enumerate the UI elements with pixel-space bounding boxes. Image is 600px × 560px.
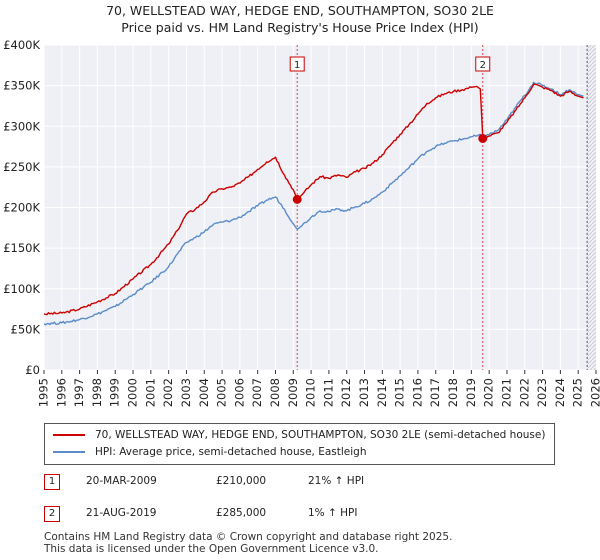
legend: 70, WELLSTEAD WAY, HEDGE END, SOUTHAMPTO…: [44, 423, 555, 465]
x-tick-label: 2024: [553, 378, 567, 407]
y-tick-label: £0: [25, 363, 40, 377]
sale-hpi-diff: 1% ↑ HPI: [308, 507, 358, 519]
x-tick-label: 2014: [375, 378, 389, 407]
price-chart: 1 2 £0 £50K £100K £150K £200K £250K £300K £350K £4…: [3, 38, 600, 407]
sale-hpi-diff: 21% ↑ HPI: [308, 475, 365, 487]
sale-badge-label: 1: [294, 60, 300, 71]
x-tick-label: 1995: [37, 378, 51, 407]
x-tick-label: 2009: [286, 378, 300, 407]
x-tick-label: 2023: [535, 378, 549, 407]
x-tick-label: 2001: [143, 378, 157, 407]
x-tick-label: 2013: [357, 378, 371, 407]
y-tick-label: £100K: [3, 282, 40, 296]
x-tick-label: 2003: [179, 378, 193, 407]
sale-price: £210,000: [216, 475, 267, 487]
legend-swatch-hpi: [53, 451, 85, 453]
x-tick-label: 2018: [446, 378, 460, 407]
series-line-property: [43, 83, 584, 316]
x-tick-label: 2008: [268, 378, 282, 407]
x-tick-label: 1997: [72, 378, 86, 407]
x-tick-label: 2010: [304, 378, 318, 407]
sale-badge: 1: [44, 474, 60, 490]
chart-subtitle: Price paid vs. HM Land Registry's House …: [121, 20, 479, 35]
x-tick-label: 2022: [517, 378, 531, 407]
x-tick-label: 2011: [321, 378, 335, 407]
forecast-hatch: [587, 45, 596, 370]
series-line-hpi: [43, 81, 584, 326]
legend-item-property: 70, WELLSTEAD WAY, HEDGE END, SOUTHAMPTO…: [53, 429, 545, 441]
y-tick-label: £50K: [11, 322, 41, 336]
sale-badge-box: [289, 56, 305, 72]
x-tick-label: 2000: [126, 378, 140, 407]
y-tick-label: £350K: [3, 79, 40, 93]
x-tick-label: 2016: [410, 378, 424, 407]
y-tick-label: £150K: [3, 241, 40, 255]
sale-date: 21-AUG-2019: [86, 507, 157, 519]
legend-label-property: 70, WELLSTEAD WAY, HEDGE END, SOUTHAMPTO…: [95, 429, 546, 441]
x-tick-label: 2019: [464, 378, 478, 407]
x-tick-label: 2005: [215, 378, 229, 407]
y-tick-label: £200K: [3, 201, 40, 215]
x-tick-label: 2004: [197, 378, 211, 407]
legend-label-hpi: HPI: Average price, semi-detached house,…: [95, 446, 367, 458]
x-tick-label: 2002: [161, 378, 175, 407]
x-tick-label: 2025: [571, 378, 585, 407]
x-tick-label: 2006: [232, 378, 246, 407]
sale-badge-box: [475, 56, 491, 72]
x-tick-label: 2026: [589, 378, 600, 407]
chart-title: 70, WELLSTEAD WAY, HEDGE END, SOUTHAMPTO…: [106, 3, 494, 18]
legend-item-hpi: HPI: Average price, semi-detached house,…: [53, 446, 367, 458]
x-tick-label: 2012: [339, 378, 353, 407]
y-tick-label: £300K: [3, 119, 40, 133]
footer-licence: This data is licensed under the Open Gov…: [44, 543, 379, 555]
x-tick-label: 1996: [54, 378, 68, 407]
x-tick-label: 2007: [250, 378, 264, 407]
y-tick-label: £250K: [3, 160, 40, 174]
x-tick-label: 1998: [90, 378, 104, 407]
x-tick-label: 2021: [499, 378, 513, 407]
sale-point: [292, 194, 302, 204]
legend-swatch-property: [53, 434, 85, 436]
x-tick-label: 2017: [428, 378, 442, 407]
sale-badge-label: 2: [480, 60, 486, 71]
y-tick-label: £400K: [3, 38, 40, 52]
sale-point: [478, 133, 488, 143]
x-tick-label: 1999: [108, 378, 122, 407]
sale-badge: 2: [44, 506, 60, 522]
x-tick-label: 2020: [482, 378, 496, 407]
sale-date: 20-MAR-2009: [86, 475, 157, 487]
sale-price: £285,000: [216, 507, 267, 519]
footer-copyright: Contains HM Land Registry data © Crown c…: [44, 531, 453, 543]
x-tick-label: 2015: [393, 378, 407, 407]
